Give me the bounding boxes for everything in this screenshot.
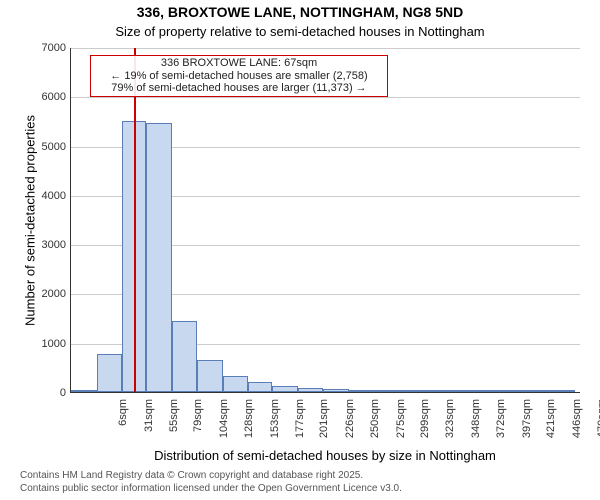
y-tick-label: 1000	[26, 338, 66, 350]
histogram-bar	[97, 354, 122, 392]
annotation-line: 79% of semi-detached houses are larger (…	[93, 82, 385, 95]
x-tick-label: 470sqm	[596, 399, 600, 449]
y-tick-label: 7000	[26, 42, 66, 54]
x-tick-label: 79sqm	[192, 399, 204, 449]
x-tick-label: 128sqm	[243, 399, 255, 449]
annotation-box: 336 BROXTOWE LANE: 67sqm← 19% of semi-de…	[90, 55, 388, 97]
histogram-bar	[349, 390, 374, 392]
x-axis-title: Distribution of semi-detached houses by …	[70, 448, 580, 463]
x-tick-label: 226sqm	[344, 399, 356, 449]
histogram-bar	[248, 382, 273, 392]
x-tick-label: 55sqm	[168, 399, 180, 449]
x-tick-label: 299sqm	[419, 399, 431, 449]
x-tick-label: 177sqm	[294, 399, 306, 449]
histogram-bar	[449, 390, 475, 392]
histogram-bar	[298, 388, 323, 392]
x-tick-label: 201sqm	[318, 399, 330, 449]
x-tick-label: 153sqm	[269, 399, 281, 449]
x-tick-label: 275sqm	[395, 399, 407, 449]
x-tick-label: 6sqm	[117, 399, 129, 449]
x-tick-label: 446sqm	[571, 399, 583, 449]
y-tick-label: 6000	[26, 91, 66, 103]
x-tick-label: 421sqm	[545, 399, 557, 449]
histogram-bar	[272, 386, 298, 392]
y-tick-label: 0	[26, 387, 66, 399]
x-tick-label: 372sqm	[495, 399, 507, 449]
annotation-line: ← 19% of semi-detached houses are smalle…	[93, 70, 385, 83]
y-tick-label: 5000	[26, 141, 66, 153]
y-tick-label: 3000	[26, 239, 66, 251]
histogram-bar	[197, 360, 223, 392]
x-tick-label: 250sqm	[369, 399, 381, 449]
annotation-line: 336 BROXTOWE LANE: 67sqm	[93, 57, 385, 70]
footer-line2: Contains public sector information licen…	[20, 483, 402, 494]
gridline	[71, 48, 580, 49]
chart-plot-area	[70, 48, 580, 393]
y-tick-label: 4000	[26, 190, 66, 202]
property-marker-line	[134, 48, 136, 392]
histogram-bar	[172, 321, 197, 392]
histogram-bar	[398, 390, 424, 392]
footer-line1: Contains HM Land Registry data © Crown c…	[20, 470, 363, 481]
histogram-bar	[373, 390, 398, 392]
histogram-bar	[499, 390, 525, 392]
histogram-bar	[223, 376, 248, 392]
chart-title-line1: 336, BROXTOWE LANE, NOTTINGHAM, NG8 5ND	[0, 4, 600, 20]
histogram-bar	[323, 389, 349, 392]
x-tick-label: 104sqm	[218, 399, 230, 449]
gridline	[71, 97, 580, 98]
x-tick-label: 323sqm	[444, 399, 456, 449]
histogram-bar	[146, 123, 172, 392]
histogram-bar	[550, 390, 575, 392]
histogram-bar	[71, 390, 97, 392]
x-tick-label: 348sqm	[470, 399, 482, 449]
histogram-bar	[424, 390, 449, 392]
y-tick-label: 2000	[26, 288, 66, 300]
histogram-bar	[525, 390, 550, 392]
x-tick-label: 31sqm	[143, 399, 155, 449]
histogram-bar	[475, 390, 500, 392]
x-tick-label: 397sqm	[521, 399, 533, 449]
chart-title-line2: Size of property relative to semi-detach…	[0, 24, 600, 39]
